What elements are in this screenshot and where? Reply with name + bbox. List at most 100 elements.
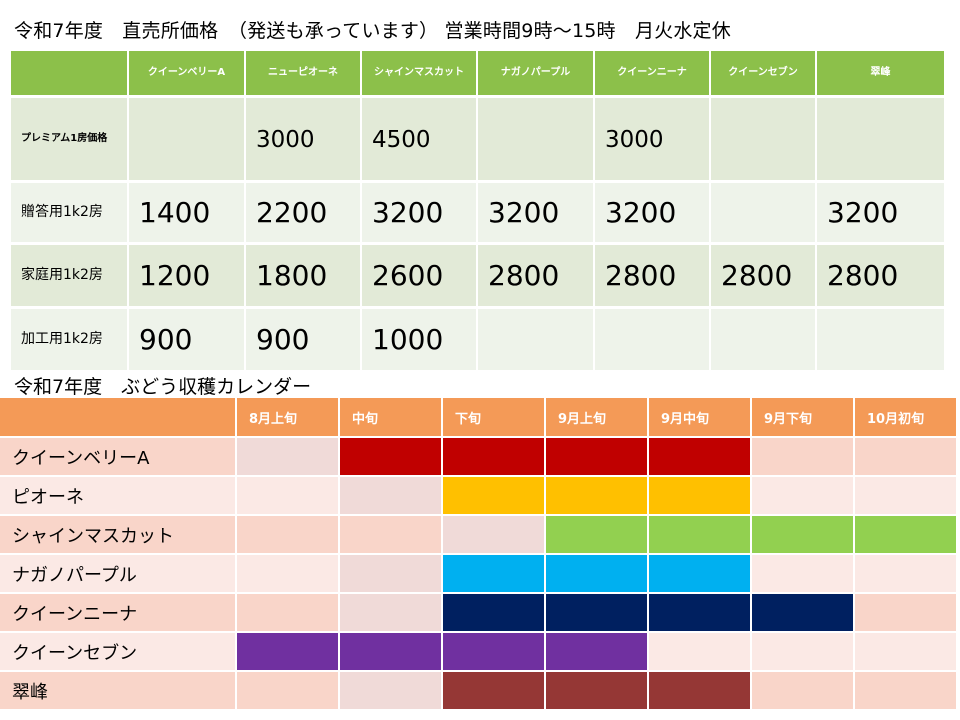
price-cell: 3200 (817, 183, 944, 242)
harvest-bar-segment (649, 438, 750, 475)
price-cell (478, 98, 593, 180)
price-cell: 1400 (129, 183, 244, 242)
calendar-variety-name: クイーンニーナ (0, 594, 235, 631)
calendar-period-header: 10月初旬 (855, 398, 956, 436)
harvest-bar-segment (855, 516, 956, 553)
price-table: クイーンベリーA ニューピオーネ シャインマスカット ナガノパープル クイーンニーナ クイ… (11, 51, 944, 370)
calendar-empty-cell (752, 555, 853, 592)
harvest-calendar-title: 令和7年度 ぶどう収穫カレンダー (14, 376, 312, 398)
price-row-label: 贈答用1k2房 (11, 183, 127, 242)
calendar-empty-cell (237, 438, 338, 475)
calendar-empty-cell (752, 633, 853, 670)
harvest-bar-segment (649, 477, 750, 514)
price-column-header: クイーンベリーA (129, 51, 244, 95)
harvest-bar-segment (340, 438, 441, 475)
calendar-variety-name: 翠峰 (0, 672, 235, 709)
calendar-empty-cell (340, 555, 441, 592)
price-row-label: プレミアム1房価格 (11, 98, 127, 180)
calendar-variety-name: シャインマスカット (0, 516, 235, 553)
calendar-empty-cell (752, 438, 853, 475)
price-cell: 2600 (362, 245, 476, 306)
calendar-empty-cell (237, 594, 338, 631)
harvest-bar-segment (546, 516, 647, 553)
calendar-empty-cell (752, 477, 853, 514)
price-cell: 2200 (246, 183, 360, 242)
calendar-empty-cell (237, 477, 338, 514)
calendar-variety-name: クイーンベリーA (0, 438, 235, 475)
price-cell: 1200 (129, 245, 244, 306)
price-cell: 2800 (711, 245, 815, 306)
price-cell: 3200 (595, 183, 709, 242)
price-cell (129, 98, 244, 180)
calendar-empty-cell (752, 672, 853, 709)
calendar-empty-cell (855, 555, 956, 592)
calendar-empty-cell (855, 438, 956, 475)
price-list-title: 令和7年度 直売所価格 （発送も承っています） 営業時間9時～15時 月火水定休 (14, 20, 731, 42)
calendar-period-header: 9月中旬 (649, 398, 750, 436)
harvest-bar-segment (649, 516, 750, 553)
harvest-bar-segment (546, 594, 647, 631)
calendar-variety-name: クイーンセブン (0, 633, 235, 670)
harvest-bar-segment (443, 633, 544, 670)
harvest-bar-segment (546, 555, 647, 592)
harvest-bar-segment (546, 477, 647, 514)
harvest-calendar: 8月上旬 中旬 下旬 9月上旬 9月中旬 9月下旬 10月初旬 クイーンベリーA ピオーネ シャイ… (0, 398, 956, 710)
price-cell: 3000 (595, 98, 709, 180)
harvest-bar-segment (443, 555, 544, 592)
price-cell (711, 309, 815, 370)
calendar-empty-cell (855, 633, 956, 670)
harvest-bar-segment (752, 594, 853, 631)
harvest-bar-segment (649, 594, 750, 631)
harvest-bar-segment (546, 438, 647, 475)
harvest-bar-segment (649, 555, 750, 592)
price-cell: 1800 (246, 245, 360, 306)
price-cell: 2800 (478, 245, 593, 306)
harvest-bar-segment (546, 633, 647, 670)
calendar-period-header: 9月上旬 (546, 398, 647, 436)
price-row-label: 加工用1k2房 (11, 309, 127, 370)
price-cell (817, 309, 944, 370)
calendar-period-header: 8月上旬 (237, 398, 338, 436)
price-table-corner (11, 51, 127, 95)
price-cell: 2800 (817, 245, 944, 306)
calendar-empty-cell (340, 672, 441, 709)
harvest-bar-segment (443, 477, 544, 514)
price-column-header: ナガノパープル (478, 51, 593, 95)
harvest-bar-segment (237, 633, 338, 670)
price-cell (817, 98, 944, 180)
harvest-bar-segment (752, 516, 853, 553)
calendar-empty-cell (855, 672, 956, 709)
harvest-bar-segment (443, 672, 544, 709)
harvest-bar-segment (649, 672, 750, 709)
harvest-bar-segment (443, 594, 544, 631)
calendar-period-header: 中旬 (340, 398, 441, 436)
calendar-variety-name: ナガノパープル (0, 555, 235, 592)
price-cell: 3000 (246, 98, 360, 180)
price-column-header: クイーンニーナ (595, 51, 709, 95)
harvest-bar-segment (443, 438, 544, 475)
calendar-period-header: 下旬 (443, 398, 544, 436)
calendar-empty-cell (340, 516, 441, 553)
price-cell: 3200 (478, 183, 593, 242)
calendar-empty-cell (649, 633, 750, 670)
calendar-empty-cell (443, 516, 544, 553)
price-cell: 2800 (595, 245, 709, 306)
calendar-empty-cell (237, 555, 338, 592)
price-cell: 900 (246, 309, 360, 370)
calendar-empty-cell (237, 516, 338, 553)
calendar-empty-cell (237, 672, 338, 709)
price-cell (478, 309, 593, 370)
price-column-header: シャインマスカット (362, 51, 476, 95)
price-column-header: ニューピオーネ (246, 51, 360, 95)
calendar-empty-cell (855, 594, 956, 631)
price-row-label: 家庭用1k2房 (11, 245, 127, 306)
price-cell: 4500 (362, 98, 476, 180)
harvest-bar-segment (546, 672, 647, 709)
price-cell (711, 183, 815, 242)
price-cell: 1000 (362, 309, 476, 370)
calendar-variety-name: ピオーネ (0, 477, 235, 514)
price-cell (595, 309, 709, 370)
calendar-empty-cell (855, 477, 956, 514)
price-column-header: クイーンセブン (711, 51, 815, 95)
price-cell: 900 (129, 309, 244, 370)
